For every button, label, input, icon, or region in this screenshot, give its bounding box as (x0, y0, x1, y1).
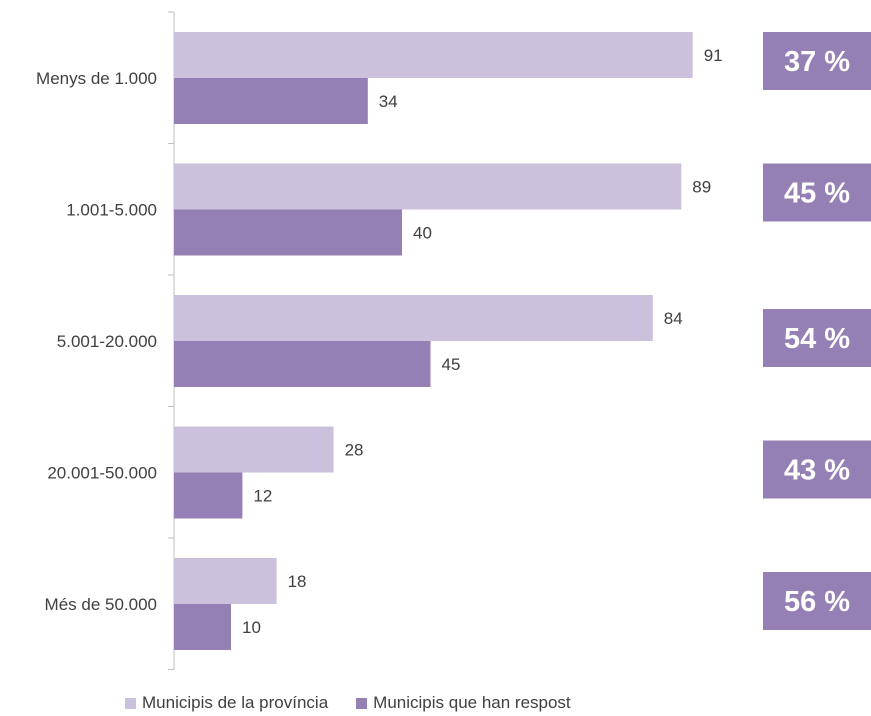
response-rate-box (763, 163, 871, 222)
value-label: 40 (413, 224, 432, 243)
bar-chart: Menys de 1.000 1.001-5.000 5.001-20.000 20.… (36, 11, 871, 670)
legend-item-province: Municipis de la província (125, 693, 328, 713)
value-label: 84 (664, 309, 683, 328)
response-rate-boxes: 37 % 45 % 54 % 43 % 56 % (763, 32, 871, 630)
bar-province (174, 426, 334, 473)
value-label: 10 (242, 618, 261, 637)
bar-responded (174, 78, 368, 124)
bar-province (174, 558, 277, 604)
value-label: 91 (704, 46, 723, 65)
value-label: 18 (288, 572, 307, 591)
legend-swatch-responded (356, 697, 368, 709)
bar-province (174, 295, 653, 341)
value-labels: 91 34 89 40 84 45 28 12 18 10 (242, 46, 723, 637)
response-rate-box (763, 309, 871, 367)
bar-responded (174, 341, 431, 387)
legend: Municipis de la província Municipis que … (125, 693, 571, 713)
value-label: 45 (442, 355, 461, 374)
legend-item-responded: Municipis que han respost (356, 693, 571, 713)
value-label: 89 (692, 178, 711, 197)
bar-responded (174, 209, 402, 256)
category-label: Menys de 1.000 (36, 69, 157, 88)
bar-responded (174, 472, 243, 519)
category-labels: Menys de 1.000 1.001-5.000 5.001-20.000 20.… (36, 69, 157, 614)
legend-swatch-province (125, 697, 136, 709)
value-label: 34 (379, 92, 398, 111)
category-label: 20.001-50.000 (47, 464, 157, 483)
legend-label-responded: Municipis que han respost (373, 693, 571, 712)
value-label: 12 (253, 487, 272, 506)
response-rate-label: 45 % (784, 178, 850, 210)
response-rate-box (763, 440, 871, 499)
response-rate-box (763, 32, 871, 90)
bar-province (174, 32, 693, 78)
value-label: 28 (345, 441, 364, 460)
category-label: 5.001-20.000 (57, 332, 157, 351)
response-rate-label: 54 % (784, 323, 850, 355)
response-rate-label: 43 % (784, 455, 850, 487)
response-rate-label: 56 % (784, 586, 850, 618)
bar-responded (174, 604, 231, 650)
category-label: 1.001-5.000 (66, 201, 157, 220)
axis-ticks (168, 11, 174, 670)
legend-label-province: Municipis de la província (142, 693, 329, 712)
response-rate-label: 37 % (784, 46, 850, 78)
bar-province (174, 163, 682, 210)
response-rate-box (763, 572, 871, 630)
bars (174, 32, 693, 650)
category-label: Més de 50.000 (45, 595, 157, 614)
